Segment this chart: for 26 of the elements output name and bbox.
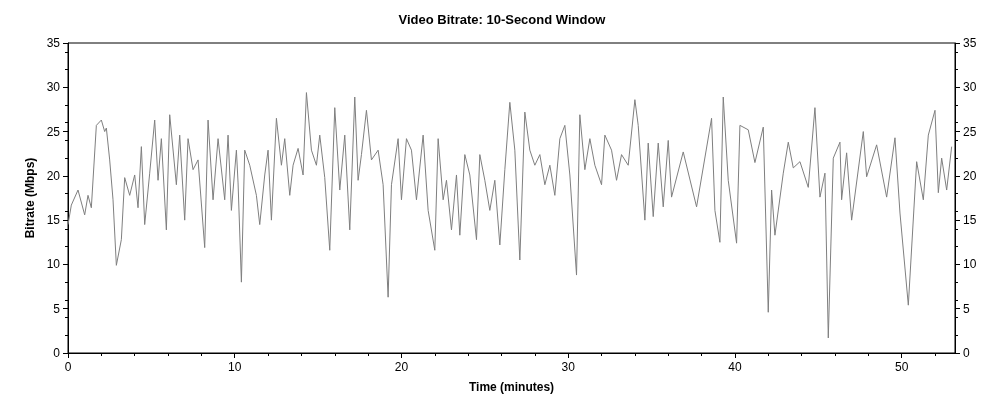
x-tick-label: 20: [394, 360, 409, 374]
y2-tick-label: 35: [963, 36, 977, 50]
y-tick-label: 0: [53, 346, 61, 360]
y-tick-label: 25: [46, 124, 61, 139]
y2-tick-label: 10: [963, 257, 977, 272]
y-axis-title: Bitrate (Mbps): [22, 157, 37, 239]
y-tick-label: 15: [46, 213, 61, 228]
y2-tick-label: 25: [963, 124, 977, 139]
x-tick-label: 50: [894, 360, 909, 374]
x-axis-title: Time (minutes): [468, 380, 555, 394]
y2-tick-label: 5: [963, 301, 970, 316]
y-tick-label: 10: [46, 257, 61, 272]
y-tick-label: 5: [53, 301, 61, 316]
y-tick-label: 20: [46, 168, 61, 183]
y2-tick-label: 30: [963, 80, 977, 95]
x-tick-label: 40: [728, 360, 742, 374]
x-tick-label: 30: [561, 360, 576, 374]
x-tick-label: 10: [228, 360, 242, 374]
y2-tick-label: 15: [963, 213, 977, 228]
chart-title: Video Bitrate: 10-Second Window: [398, 12, 607, 27]
line-series: [67, 92, 953, 339]
x-tick-label: 0: [64, 360, 72, 374]
y-tick-label: 30: [46, 80, 61, 95]
y2-tick-label: 0: [963, 346, 970, 360]
y2-tick-label: 20: [963, 168, 977, 183]
y-tick-label: 35: [46, 36, 61, 50]
